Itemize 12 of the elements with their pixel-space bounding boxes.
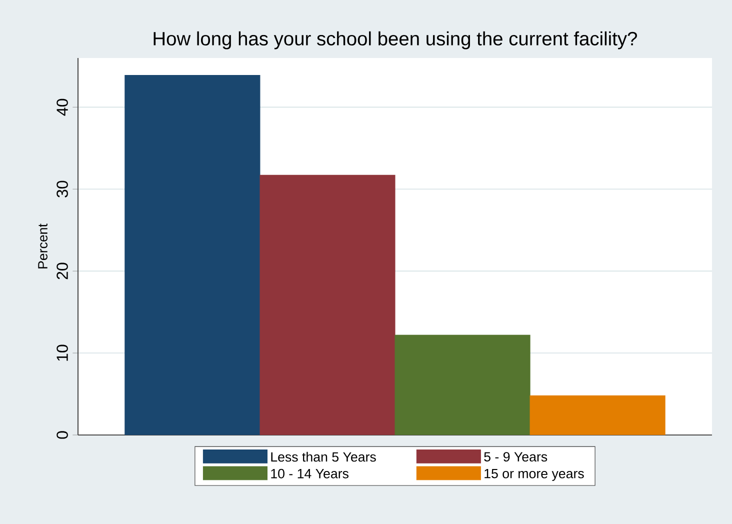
y-tick-label: 0 <box>56 431 68 439</box>
y-axis-title: Percent <box>38 224 48 268</box>
legend-label: 10 - 14 Years <box>271 468 348 478</box>
bar <box>260 174 396 435</box>
y-tick-label: 30 <box>56 180 68 198</box>
legend-label: 5 - 9 Years <box>484 452 548 462</box>
y-tick-label: 10 <box>56 344 68 361</box>
legend-label: 15 or more years <box>484 468 584 481</box>
y-tick-label: 40 <box>56 98 68 116</box>
y-tick-label: 20 <box>56 262 68 280</box>
chart-title: How long has your school been using the current facility? <box>154 31 637 50</box>
legend-label: Less than 5 Years <box>271 452 376 462</box>
